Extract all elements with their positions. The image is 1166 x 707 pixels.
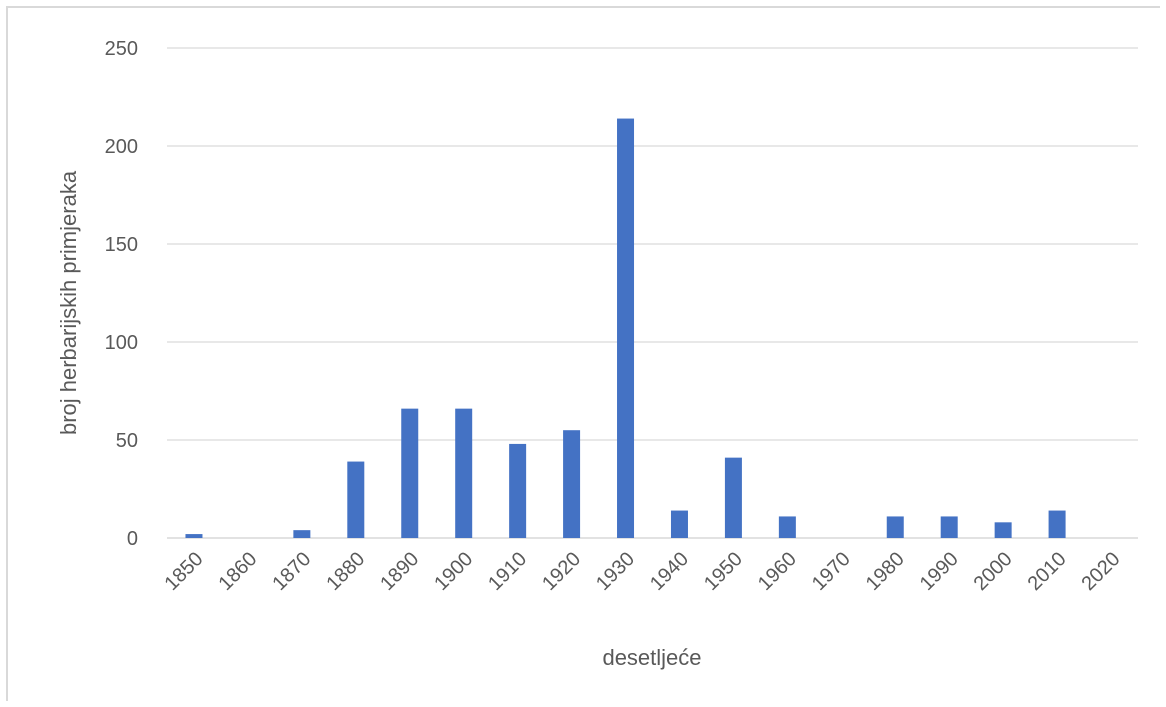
bar — [347, 461, 365, 538]
x-tick-label: 1980 — [862, 548, 909, 595]
bar — [509, 443, 527, 538]
x-tick-label: 2010 — [1024, 548, 1071, 595]
x-tick-label: 1950 — [700, 548, 747, 595]
x-tick-label: 1890 — [376, 548, 423, 595]
x-tick-label: 1930 — [592, 548, 639, 595]
y-tick-label: 0 — [127, 528, 138, 550]
bar — [617, 118, 635, 538]
y-tick-label: 50 — [116, 430, 138, 452]
x-tick-label: 1850 — [160, 548, 207, 595]
bar — [724, 457, 742, 538]
y-tick-labels: 0 50 100 150 200 250 — [105, 38, 138, 550]
x-tick-label: 1970 — [808, 548, 855, 595]
x-tick-label: 1870 — [268, 548, 315, 595]
x-axis-title: desetljeće — [602, 645, 701, 670]
bar — [778, 516, 796, 538]
bar — [563, 430, 581, 538]
bar — [940, 516, 958, 538]
x-tick-label: 1860 — [214, 548, 261, 595]
y-tick-label: 250 — [105, 38, 138, 60]
bars — [185, 118, 1066, 538]
bar — [670, 510, 688, 538]
x-tick-label: 1880 — [322, 548, 369, 595]
x-tick-label: 1900 — [430, 548, 477, 595]
x-tick-labels: 1850 1860 1870 1880 1890 1900 1910 1920 1930 1940… — [160, 548, 1124, 595]
x-tick-label: 1960 — [754, 548, 801, 595]
bar — [455, 408, 473, 538]
bar — [185, 534, 203, 538]
x-tick-label: 1990 — [916, 548, 963, 595]
x-tick-label: 1920 — [538, 548, 585, 595]
bar — [1048, 510, 1066, 538]
y-tick-label: 150 — [105, 234, 138, 256]
x-tick-label: 1910 — [484, 548, 531, 595]
y-tick-label: 100 — [105, 332, 138, 354]
x-tick-label: 2020 — [1078, 548, 1125, 595]
bar — [293, 530, 311, 538]
bar — [886, 516, 904, 538]
x-tick-label: 1940 — [646, 548, 693, 595]
y-tick-label: 200 — [105, 136, 138, 158]
gridlines — [167, 47, 1138, 539]
bar — [994, 522, 1012, 538]
bar — [401, 408, 419, 538]
x-tick-label: 2000 — [970, 548, 1017, 595]
y-axis-title: broj herbarijskih primjeraka — [56, 170, 81, 435]
chart-frame — [6, 6, 1160, 701]
